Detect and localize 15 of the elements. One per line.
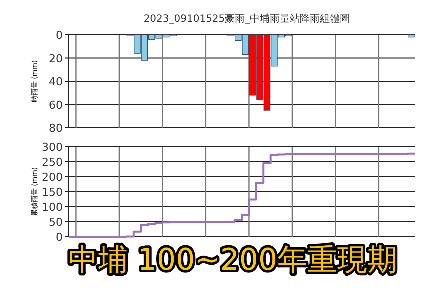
y-tick-label: 150 <box>42 186 63 199</box>
y-tick-label: 60 <box>49 98 63 112</box>
y-tick-label: 200 <box>42 171 63 184</box>
y-tick-label: 80 <box>49 122 63 135</box>
y-tick-label: 0 <box>56 29 63 42</box>
chart-title: 2023_09101525豪雨_中埔雨量站降雨組體圖 <box>144 13 350 25</box>
y-tick-label: 20 <box>49 52 63 66</box>
text: 中埔 100~200年重現期 <box>68 243 398 278</box>
y-tick-label: 250 <box>42 156 63 169</box>
y-tick-label: 300 <box>42 141 63 154</box>
y-tick-label: 50 <box>49 216 63 229</box>
y-tick-label: 40 <box>49 76 63 88</box>
bar <box>408 34 415 38</box>
y-tick-label: 100 <box>42 201 63 214</box>
y-tick-label: 0 <box>56 231 63 244</box>
